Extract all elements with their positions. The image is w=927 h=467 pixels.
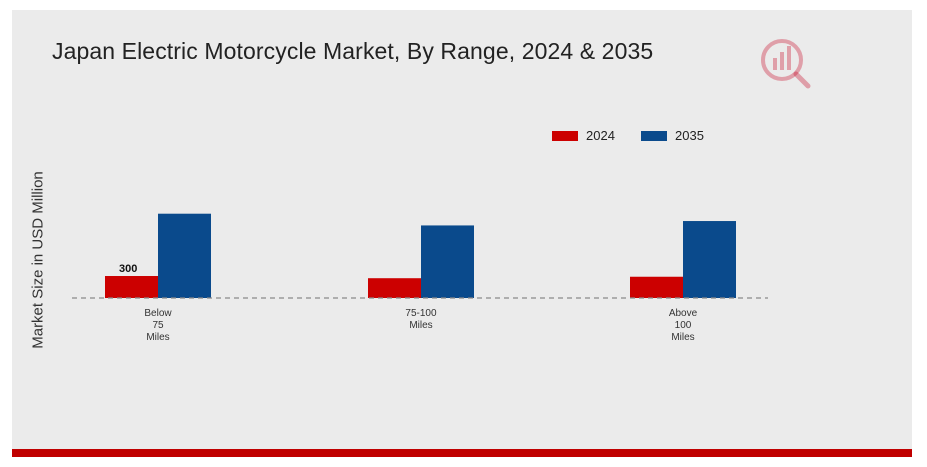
bar-2035-1: [421, 225, 474, 298]
legend-swatch-2035: [641, 130, 667, 141]
x-tick-label-1: 75-100 Miles: [405, 308, 437, 331]
legend-item-2035: 2035: [641, 128, 704, 143]
legend-label-2024: 2024: [586, 128, 615, 143]
chart-card: Japan Electric Motorcycle Market, By Ran…: [12, 10, 912, 457]
bar-2035-0: [158, 213, 211, 298]
chart-title: Japan Electric Motorcycle Market, By Ran…: [52, 38, 654, 64]
bar-2024-0: [105, 276, 158, 298]
bottom-accent-bar: [12, 449, 912, 457]
bar-2035-2: [683, 221, 736, 298]
x-tick-label-2: Above 100 Miles: [669, 308, 698, 343]
chart-plot-area: Below 75 Miles 75-100 Miles Above 100 Miles 300: [72, 213, 768, 343]
bar-2024-1: [368, 278, 421, 298]
legend-label-2035: 2035: [675, 128, 704, 143]
market-research-logo-icon: [761, 39, 811, 89]
x-tick-label-0: Below 75 Miles: [144, 308, 172, 343]
bar-2024-2: [630, 276, 683, 298]
legend-swatch-2024: [552, 130, 578, 141]
legend-item-2024: 2024: [552, 128, 615, 143]
data-label-0: 300: [119, 263, 137, 275]
